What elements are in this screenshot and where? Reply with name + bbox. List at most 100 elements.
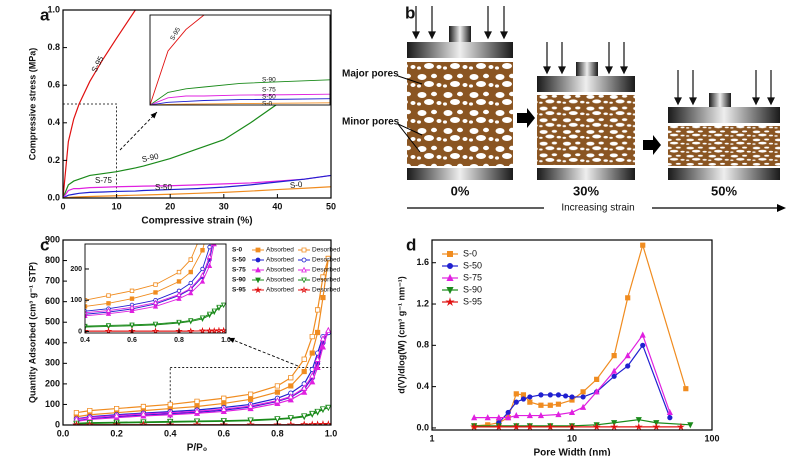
marker [13,318,17,322]
series-line [63,10,136,198]
inset-guide [169,367,331,425]
marker [287,415,294,422]
strain-label: 30% [573,183,599,198]
legend-marker [301,266,307,273]
panel-letter: b [405,3,415,22]
marker [611,367,618,374]
y-tick-label: 0.8 [47,42,60,52]
marker [176,288,182,294]
marker [667,415,673,421]
marker [300,420,309,425]
marker [105,323,112,329]
marker [325,404,331,412]
series-line [498,344,671,424]
marker [592,422,601,430]
series-line [474,243,687,427]
legend-label: Absorbed [266,267,294,274]
panel-b: b Major pores [342,3,786,215]
marker [495,414,502,421]
legend-label: S-90 [463,284,482,294]
marker [216,304,222,311]
marker [287,393,294,400]
marker [639,331,646,338]
x-tick-label: 0.2 [110,428,123,438]
marker [220,405,227,412]
pointer [397,123,423,136]
marker [580,403,587,410]
y-tick-label: 0 [78,328,82,335]
marker [640,242,646,248]
marker [176,279,182,284]
y-tick-label: 1.0 [47,4,60,14]
series-label: S-0 [289,180,303,190]
legend-label: S-50 [232,257,246,264]
marker [512,422,521,430]
x-axis-label: Pore Width (nm) [533,448,610,456]
marker [187,327,195,333]
series-line [150,98,330,105]
marker [87,408,93,414]
marker [13,326,17,330]
marker [286,420,295,425]
y-tick-label: 0.2 [47,155,60,165]
marker [86,413,93,420]
marker [176,269,182,275]
marker [593,388,600,395]
marker [152,327,159,333]
inset-frame [149,14,331,106]
chart: d 1 10 100 0.0 0.4 0.8 1.2 1.6 Pore Width (nm) d(V… [396,235,719,458]
legend-label: Desorbed [312,257,341,264]
marker [13,321,17,325]
legend-label: S-95 [232,287,246,294]
marker [301,413,308,420]
marker [314,363,321,371]
marker [211,308,217,314]
base-plate [407,168,513,180]
marker [494,422,503,430]
y-tick-label: 100 [45,399,60,409]
series-label: S-50 [262,94,276,101]
x-tick-label: 50 [326,201,336,211]
series-line [150,102,330,105]
y-tick-label: 0.0 [47,192,60,202]
y-tick-label: 200 [70,266,82,273]
marker [188,269,193,275]
series-label: S-90 [262,77,276,84]
marker [248,391,254,397]
x-tick-label: 0.4 [80,337,90,344]
marker [320,274,326,280]
marker [13,317,17,321]
y-tick-label: 300 [45,358,60,368]
marker [73,410,79,416]
chart: a 0 10 20 30 40 50 0.0 0.2 0.4 0.6 0.8 1.0 Compressiv… [27,4,336,226]
marker [635,417,642,424]
marker [537,412,545,419]
inset-bg [85,244,226,333]
y-tick-label: 400 [45,337,60,347]
marker [247,402,254,409]
marker [325,326,331,334]
marker [513,412,520,419]
marker [188,289,194,296]
marker [314,408,321,415]
marker [568,408,576,416]
marker [309,334,315,340]
marker [1,324,5,328]
legend-marker [255,247,261,253]
marker [129,322,135,328]
marker [555,392,562,398]
x-axis-label: P/P₀ [187,443,208,454]
press-plate [668,107,780,123]
y-tick-label: 500 [45,317,60,327]
marker [313,420,322,425]
marker [153,282,158,287]
inset-plot [150,15,330,105]
x-tick-label: 1 [429,433,434,443]
marker [152,299,159,305]
y-tick-label: 1.2 [416,298,429,308]
y-tick-label: 0.4 [47,117,60,127]
legend-marker [446,287,454,295]
y-tick-label: 0 [55,419,60,429]
legend-label: Desorbed [312,267,341,274]
marker [13,320,17,324]
